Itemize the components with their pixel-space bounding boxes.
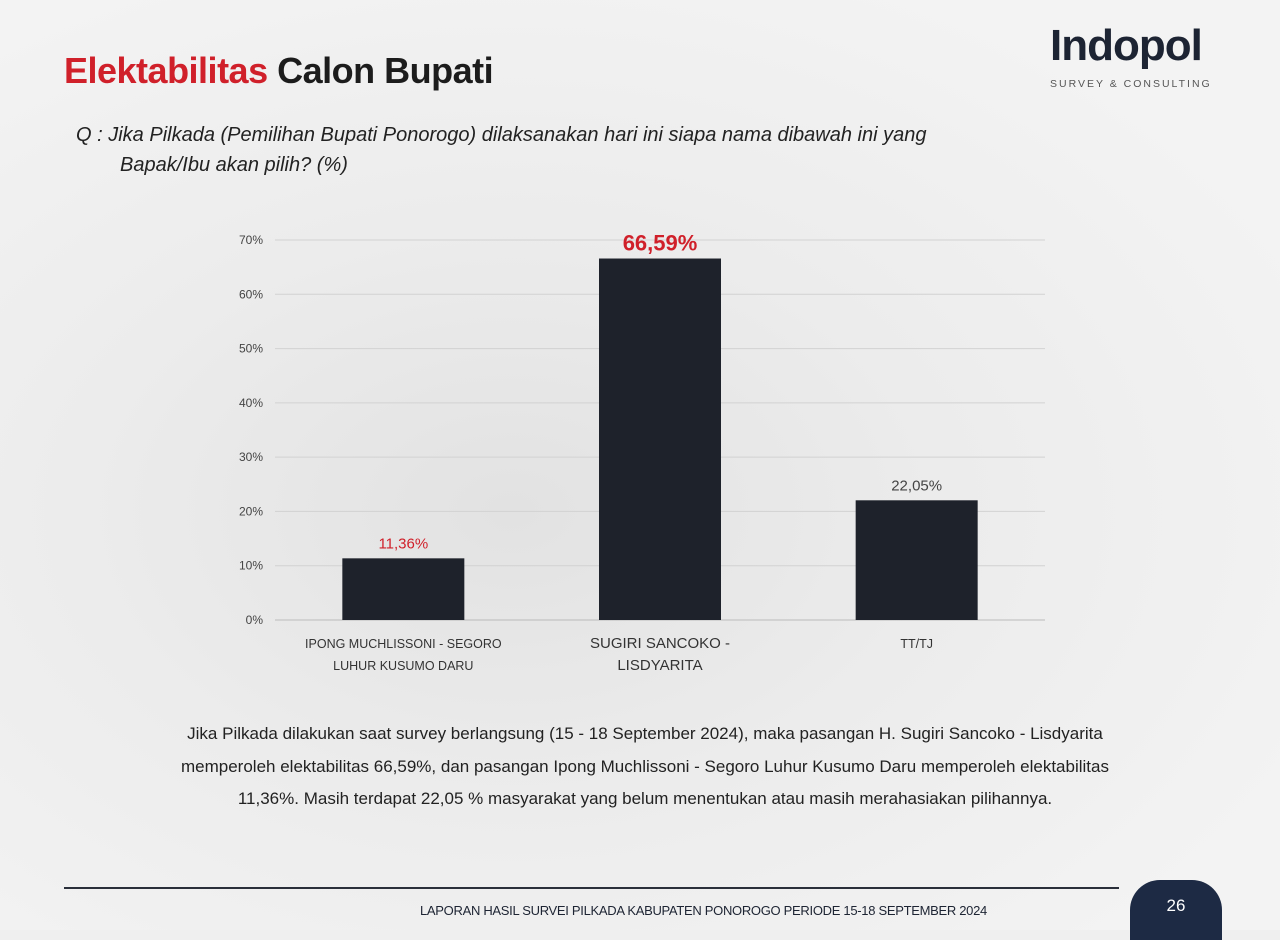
footer-text: LAPORAN HASIL SURVEI PILKADA KABUPATEN P… — [420, 903, 987, 918]
footer-divider — [64, 887, 1119, 889]
x-tick-label: LISDYARITA — [617, 657, 702, 674]
survey-question: Q : Jika Pilkada (Pemilihan Bupati Ponor… — [76, 124, 927, 176]
y-tick-label: 50% — [239, 342, 263, 356]
bar — [855, 500, 978, 620]
bar — [342, 558, 465, 620]
x-tick-label: LUHUR KUSUMO DARU — [333, 659, 473, 673]
summary-text: Jika Pilkada dilakukan saat survey berla… — [181, 724, 1109, 808]
x-tick-label: IPONG MUCHLISSONI - SEGORO — [305, 637, 502, 651]
y-tick-label: 0% — [246, 613, 264, 627]
page-title: Elektabilitas Calon Bupati — [64, 50, 494, 91]
y-tick-label: 40% — [239, 396, 263, 410]
data-label: 11,36% — [378, 535, 428, 552]
x-tick-label: TT/TJ — [900, 637, 933, 651]
bar — [599, 258, 721, 620]
indopol-logo: Indopol SURVEY & CONSULTING — [1050, 21, 1212, 91]
y-tick-label: 70% — [239, 233, 263, 247]
data-label: 22,05% — [891, 477, 942, 494]
y-tick-label: 10% — [239, 559, 263, 573]
y-tick-label: 20% — [239, 504, 263, 518]
bar-chart: 0% 10% 20% 30% 40% 50% 60% 70% 11,36% IPONG MUCHL… — [239, 231, 1045, 674]
y-tick-label: 30% — [239, 450, 263, 464]
x-tick-label: SUGIRI SANCOKO - — [590, 635, 730, 652]
page-number: 26 — [1130, 880, 1222, 940]
data-label: 66,59% — [623, 231, 698, 256]
y-tick-label: 60% — [239, 287, 263, 301]
